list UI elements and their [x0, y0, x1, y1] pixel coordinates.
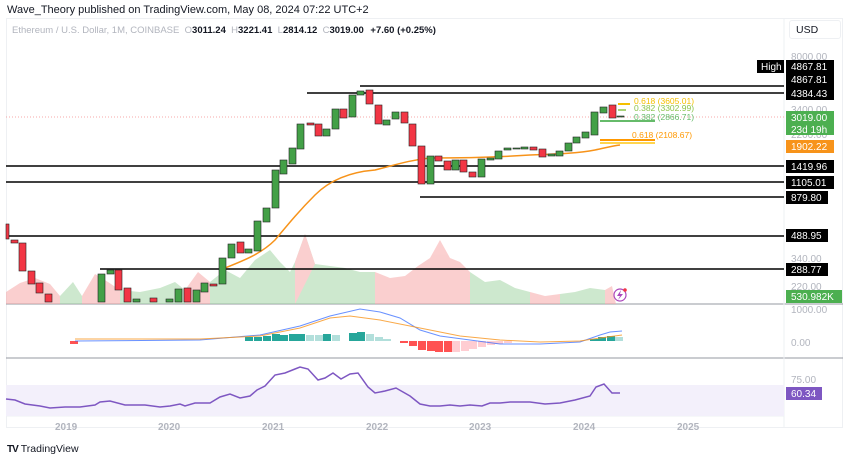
svg-text:530.982K: 530.982K	[791, 292, 834, 303]
open-value: 3011.24	[192, 25, 226, 36]
svg-text:2022: 2022	[366, 422, 389, 433]
lightning-icon[interactable]	[613, 288, 627, 302]
support-resistance-lines[interactable]	[6, 85, 784, 270]
svg-text:288.77: 288.77	[791, 265, 822, 276]
low-value: 2814.12	[282, 25, 318, 36]
chart-frame	[6, 18, 843, 428]
tradingview-logo-icon: TV	[7, 443, 19, 455]
svg-text:879.80: 879.80	[791, 193, 822, 204]
rsi-value-tag: 60.34	[791, 389, 816, 400]
svg-text:488.95: 488.95	[791, 231, 822, 242]
fib-label: 0.618 (3605.01)	[634, 96, 694, 106]
publisher-line: Wave_Theory published on TradingView.com…	[7, 4, 369, 16]
svg-text:2024: 2024	[573, 422, 596, 433]
fib-label: 0.382 (2866.71)	[634, 112, 694, 122]
svg-text:75.00: 75.00	[791, 375, 816, 386]
time-axis[interactable]: 2019 2020 2021 2022 2023 2024 2025	[55, 422, 700, 433]
ohlc-legend: Ethereum / U.S. Dollar, 1M, COINBASE O30…	[12, 25, 436, 36]
fibonacci-levels[interactable]	[600, 103, 655, 144]
rsi-line	[5, 366, 620, 409]
svg-text:4867.81: 4867.81	[791, 75, 828, 86]
change-value: +7.60 (+0.25%)	[370, 25, 436, 36]
svg-text:23d 19h: 23d 19h	[791, 125, 827, 136]
svg-text:2019: 2019	[55, 422, 78, 433]
svg-text:2021: 2021	[262, 422, 285, 433]
currency-button[interactable]: USD	[789, 20, 841, 39]
svg-text:2200.00: 2200.00	[791, 130, 828, 141]
svg-text:2025: 2025	[677, 422, 700, 433]
svg-text:220.00: 220.00	[791, 282, 822, 293]
svg-text:1000.00: 1000.00	[791, 305, 828, 316]
svg-text:1902.22: 1902.22	[791, 142, 828, 153]
signal-line	[75, 315, 623, 343]
close-value: 3019.00	[329, 25, 364, 36]
svg-text:1105.01: 1105.01	[791, 178, 827, 189]
svg-text:1419.96: 1419.96	[791, 162, 828, 173]
svg-text:3400.00: 3400.00	[791, 105, 828, 116]
tradingview-brand[interactable]: TV TradingView	[7, 443, 79, 455]
svg-text:3019.00: 3019.00	[791, 113, 828, 124]
svg-text:4867.81: 4867.81	[791, 62, 828, 73]
candlesticks[interactable]	[5, 89, 625, 303]
svg-text:4384.43: 4384.43	[791, 89, 828, 100]
svg-text:340.00: 340.00	[791, 254, 822, 265]
price-tags: High 4867.81 4867.81 4384.43 3019.00 23d…	[757, 60, 842, 400]
macd-histogram	[70, 332, 623, 352]
svg-text:0.00: 0.00	[791, 338, 811, 349]
fib-label: 0.618 (2108.67)	[632, 130, 692, 140]
ema-line[interactable]	[219, 144, 621, 271]
high-value: 3221.41	[238, 25, 273, 36]
fib-label: 0.382 (3302.99)	[634, 103, 694, 113]
symbol-name[interactable]: Ethereum / U.S. Dollar, 1M, COINBASE	[12, 25, 180, 36]
svg-text:2020: 2020	[158, 422, 181, 433]
high-label: High	[761, 62, 782, 73]
rsi-band	[6, 385, 784, 416]
svg-text:2023: 2023	[469, 422, 492, 433]
svg-text:8000.00: 8000.00	[791, 52, 828, 63]
